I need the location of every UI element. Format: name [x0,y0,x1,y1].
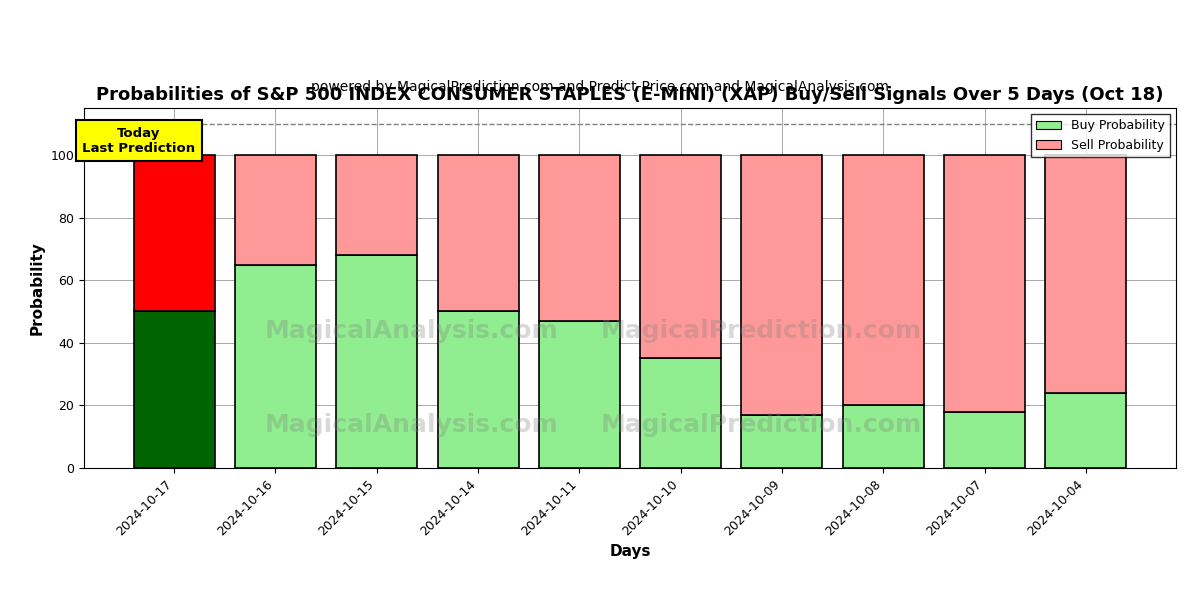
Bar [640,358,721,468]
Bar [742,155,822,415]
Bar [235,155,316,265]
Title: Probabilities of S&P 500 INDEX CONSUMER STAPLES (E-MINI) (XAP) Buy/Sell Signals : Probabilities of S&P 500 INDEX CONSUMER … [96,86,1164,104]
Text: MagicalPrediction.com: MagicalPrediction.com [600,319,922,343]
Bar [842,155,924,406]
Bar [539,321,620,468]
Bar [336,155,418,255]
Bar [235,265,316,468]
Y-axis label: Probability: Probability [30,241,44,335]
Bar [438,311,518,468]
Bar [438,155,518,311]
Bar [640,155,721,358]
Text: powered by MagicalPrediction.com and Predict-Price.com and MagicalAnalysis.com: powered by MagicalPrediction.com and Pre… [311,80,889,94]
Text: Today
Last Prediction: Today Last Prediction [82,127,196,155]
Bar [944,412,1025,468]
Text: MagicalPrediction.com: MagicalPrediction.com [600,413,922,437]
Bar [133,155,215,311]
Bar [944,155,1025,412]
Bar [539,155,620,321]
Bar [742,415,822,468]
X-axis label: Days: Days [610,544,650,559]
Text: MagicalAnalysis.com: MagicalAnalysis.com [265,319,558,343]
Bar [1045,155,1127,393]
Bar [842,406,924,468]
Bar [336,255,418,468]
Bar [1045,393,1127,468]
Legend: Buy Probability, Sell Probability: Buy Probability, Sell Probability [1031,114,1170,157]
Text: MagicalAnalysis.com: MagicalAnalysis.com [265,413,558,437]
Bar [133,311,215,468]
